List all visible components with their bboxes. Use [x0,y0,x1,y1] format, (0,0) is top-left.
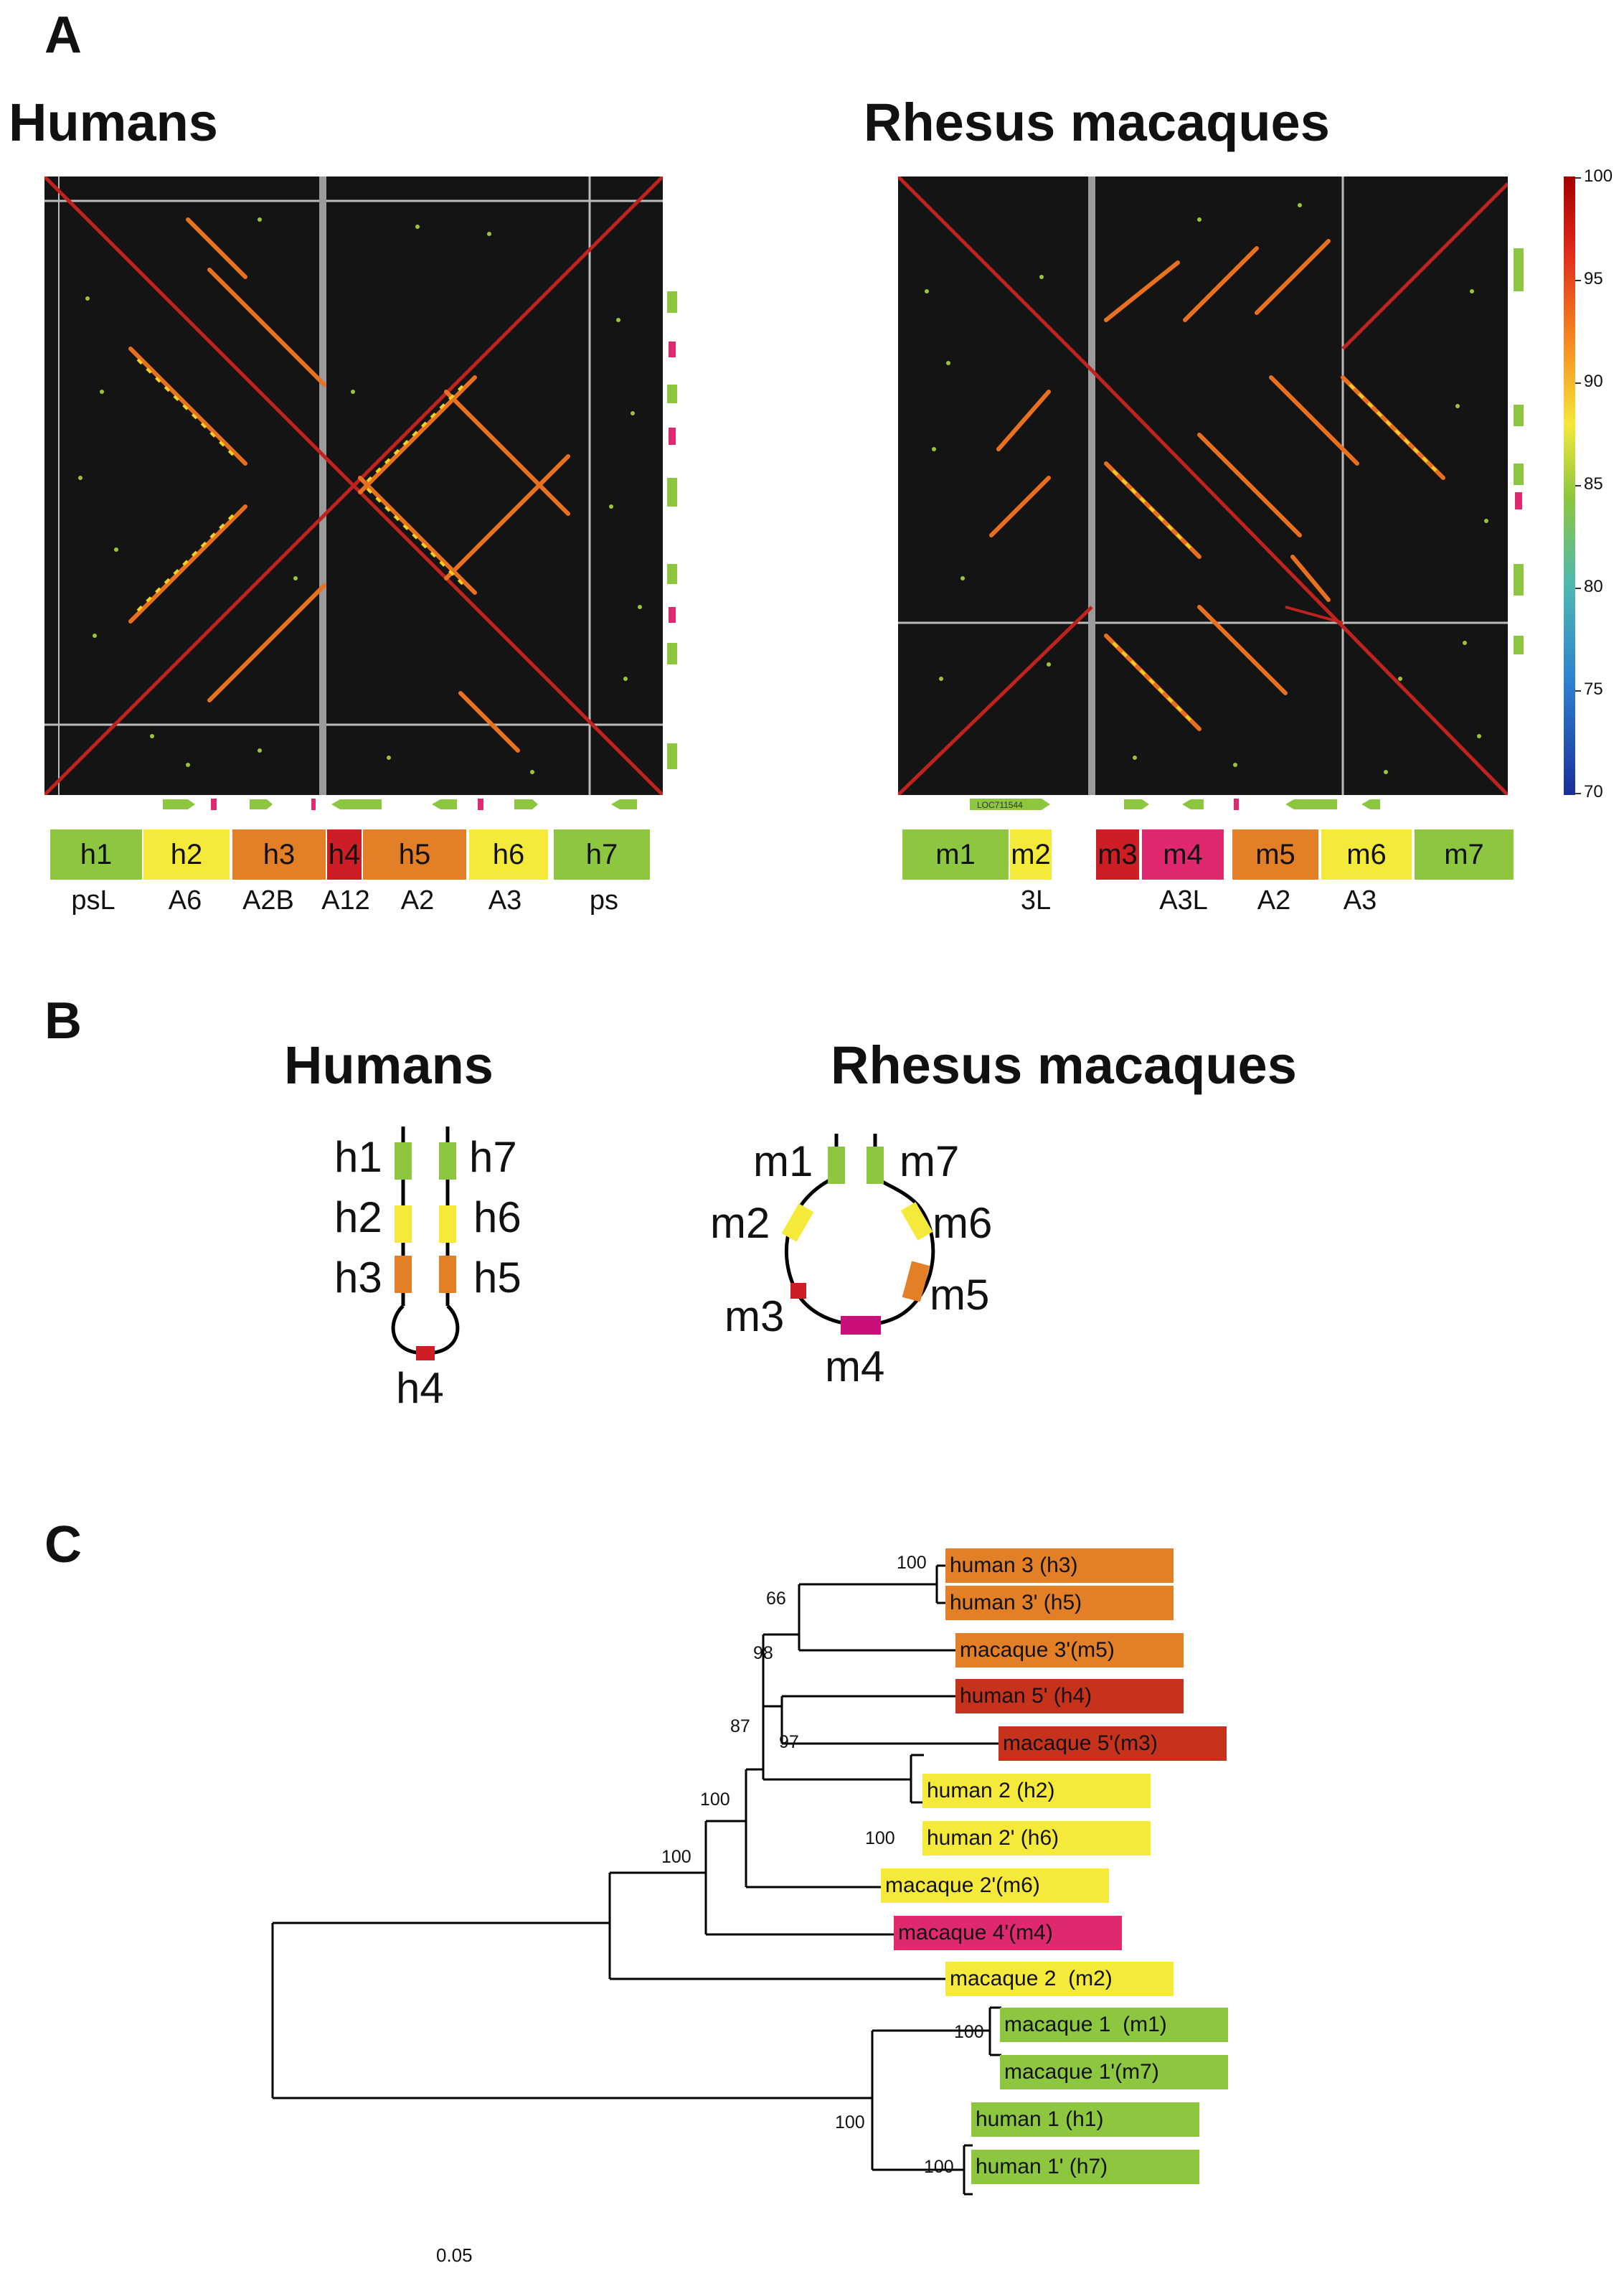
macaque-segment-bar: m1 m2 m3 m4 m5 m6 m7 [902,829,1514,880]
human-gene-label: ps [589,885,619,916]
segment-m2: m2 [1010,829,1052,880]
diagram-label-m6: m6 [933,1199,993,1247]
macaque-track-gene-label: LOC711544 [977,800,1023,810]
segment-m6: m6 [1321,829,1412,880]
segment-h4: h4 [327,829,362,880]
tree-leaf: human 1' (h7) [971,2150,1199,2184]
segment-h7: h7 [554,829,650,880]
diagram-label-m3: m3 [724,1292,785,1340]
macaque-dotplot [897,175,1509,796]
human-gene-label: A3 [488,885,522,916]
tree-leaf: macaque 3'(m5) [955,1633,1184,1668]
tree-leaf: macaque 2'(m6) [881,1868,1109,1903]
colorbar-tick-label: 85 [1584,474,1603,494]
human-gene-label: A2 [400,885,435,916]
diagram-label-h6: h6 [473,1193,521,1241]
tree-leaf: macaque 1 (m1) [1000,2008,1228,2042]
diagram-label-h1: h1 [334,1133,382,1181]
colorbar-tick-label: 75 [1584,679,1603,699]
human-gene-label: psL [71,885,115,916]
diagram-label-m5: m5 [930,1271,990,1319]
diagram-label-h5: h5 [473,1254,521,1302]
segment-h2: h2 [143,829,230,880]
segment-m4: m4 [1142,829,1224,880]
tree-leaf: human 1 (h1) [971,2102,1199,2137]
colorbar-tick-label: 70 [1584,782,1603,801]
tree-leaf: macaque 2 (m2) [945,1962,1174,1996]
bootstrap-value: 97 [779,1732,799,1752]
bootstrap-value: 100 [700,1789,730,1810]
colorbar-tick-label: 95 [1584,269,1603,288]
macaque-bottom-annotation-track: LOC711544 [898,795,1508,814]
scale-bar-label: 0.05 [436,2244,473,2266]
tree-leaf: macaque 5'(m3) [999,1726,1227,1761]
diagram-label-h7: h7 [469,1133,517,1181]
tree-leaf: human 2' (h6) [922,1821,1151,1856]
diagram-label-m7: m7 [900,1137,960,1185]
human-segment-bar: h1 h2 h3 h4 h5 h6 h7 [50,829,650,880]
bootstrap-value: 87 [730,1716,750,1736]
human-hairpin-diagram [373,1127,488,1370]
panel-a-human-title: Humans [9,93,218,152]
colorbar-tick-label: 80 [1584,577,1603,596]
segment-m3: m3 [1096,829,1139,880]
bootstrap-value: 100 [897,1553,927,1573]
colorbar-tick-label: 100 [1584,166,1613,186]
segment-m7: m7 [1415,829,1514,880]
panel-b-macaque-title: Rhesus macaques [831,1035,1297,1095]
diagram-label-m2: m2 [710,1199,770,1247]
tree-leaf: human 2 (h2) [922,1774,1151,1808]
segment-h5: h5 [363,829,466,880]
human-gene-label: A6 [168,885,202,916]
tree-leaf: human 3 (h3) [945,1548,1174,1583]
diagram-label-h3: h3 [334,1254,382,1302]
segment-h6: h6 [469,829,548,880]
tree-leaf: human 3' (h5) [945,1586,1174,1620]
colorbar [1564,177,1575,795]
macaque-gene-label: A3 [1343,885,1377,916]
human-side-annotation-track [663,177,684,795]
diagram-label-h2: h2 [334,1193,382,1241]
bootstrap-value: 100 [835,2112,865,2132]
panel-c-letter: C [44,1516,82,1574]
tree-leaf: macaque 4'(m4) [894,1916,1122,1950]
diagram-label-h4: h4 [396,1364,444,1412]
panel-a-letter: A [44,6,82,64]
diagram-label-m4: m4 [825,1342,885,1391]
human-gene-label: A2B [242,885,294,916]
bootstrap-value: 98 [753,1643,773,1663]
macaque-gene-label: A2 [1257,885,1291,916]
diagram-label-m1: m1 [753,1137,813,1185]
bootstrap-value: 100 [924,2157,954,2177]
human-bottom-annotation-track [44,795,663,814]
segment-m5: m5 [1232,829,1318,880]
macaque-side-annotation-track [1509,177,1531,795]
bootstrap-value: 100 [865,1828,895,1848]
bootstrap-value: 100 [661,1847,691,1867]
tree-leaf: macaque 1'(m7) [1000,2055,1228,2089]
panel-a-macaque-title: Rhesus macaques [864,93,1330,152]
bootstrap-value: 66 [766,1589,786,1609]
panel-b-human-title: Humans [284,1035,494,1095]
human-gene-label: A12 [321,885,370,916]
phylogenetic-tree [0,1507,1624,2242]
segment-m1: m1 [902,829,1009,880]
human-dotplot [43,175,664,796]
bootstrap-value: 100 [954,2022,984,2042]
colorbar-tick-label: 90 [1584,372,1603,391]
colorbar-ticks [1575,177,1618,795]
macaque-gene-label: 3L [1020,885,1052,916]
tree-leaf: human 5' (h4) [955,1679,1184,1713]
panel-b-letter: B [44,992,82,1050]
segment-h1: h1 [50,829,142,880]
macaque-gene-label: A3L [1159,885,1208,916]
segment-h3: h3 [232,829,326,880]
macaque-loop-diagram [775,1134,961,1349]
